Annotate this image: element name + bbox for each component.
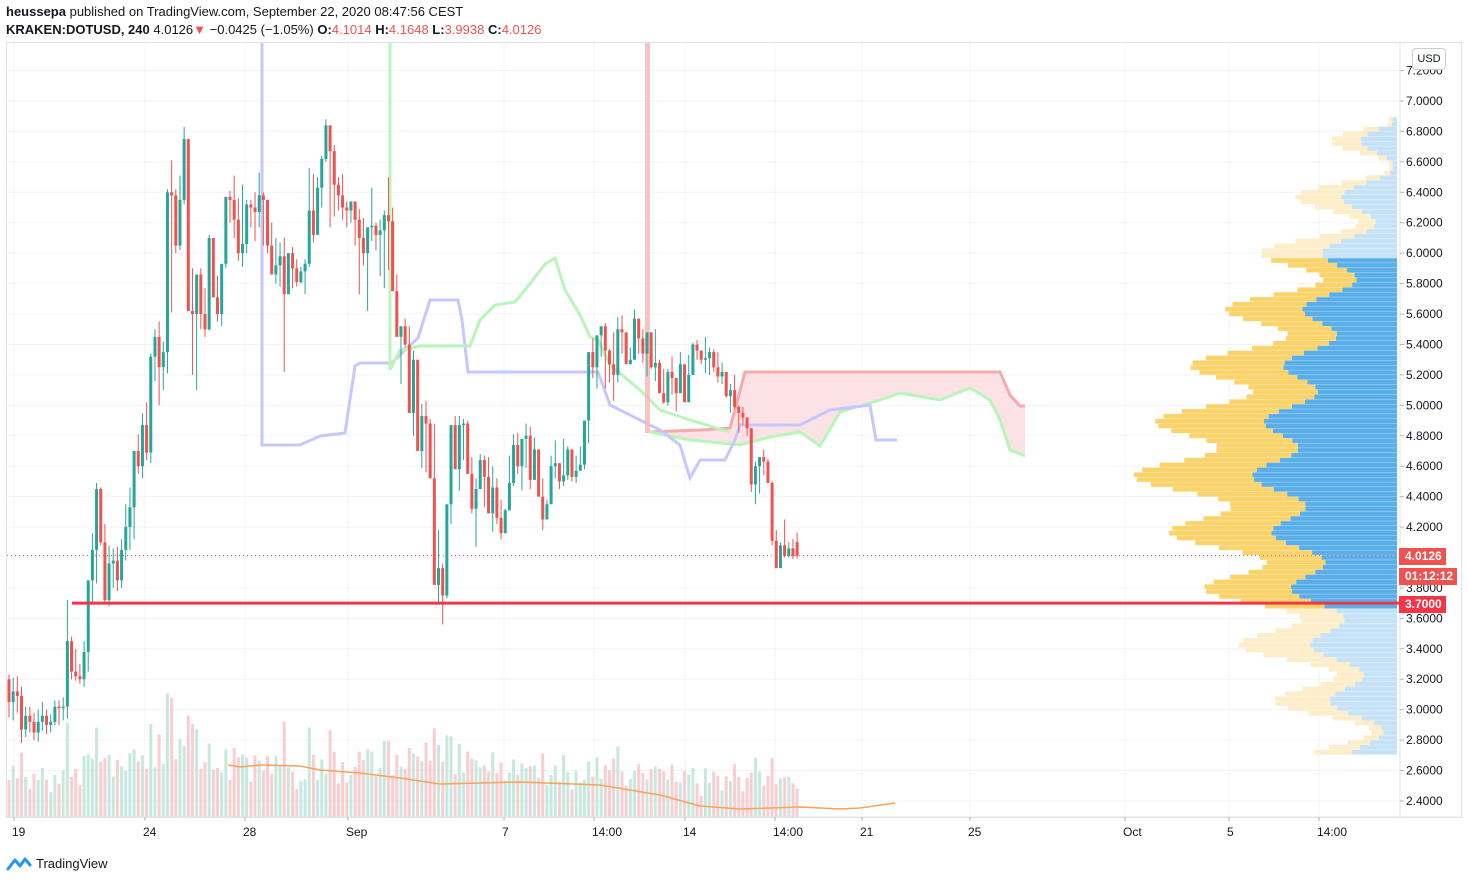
time-tick: 14:00 [592,825,622,839]
time-tick: 19 [12,825,26,839]
time-tick: 14:00 [773,825,803,839]
price-tick: 4.6000 [1406,459,1443,473]
last-price: 4.0126 [153,22,194,37]
price-tick: 2.6000 [1406,764,1443,778]
close-value: 4.0126 [501,22,542,37]
price-tick: 5.6000 [1406,307,1443,321]
countdown-tag: 01:12:12 [1399,568,1458,585]
time-tick: 28 [243,825,257,839]
price-tick: 2.8000 [1406,733,1443,747]
price-tick: 6.2000 [1406,216,1443,230]
price-tick: 4.2000 [1406,520,1443,534]
horizontal-levels[interactable] [7,555,1400,605]
symbol-label: KRAKEN:DOTUSD, 240 [6,22,150,37]
time-tick: Oct [1123,825,1142,839]
price-tick: 3.0000 [1406,703,1443,717]
time-tick: 25 [968,825,982,839]
price-tick: 3.2000 [1406,672,1443,686]
chart-header: heussepa published on TradingView.com, S… [6,3,541,39]
last-price-tag: 4.0126 [1399,548,1446,565]
volume-profile [1133,116,1397,755]
low-value: 3.9938 [444,22,485,37]
close-label: C: [487,22,502,37]
time-axis[interactable]: 19 24 28 Sep 7 14:00 14 14:00 21 25 Oct 5 14:00 [7,816,1461,839]
price-tick: 4.4000 [1406,490,1443,504]
author-name[interactable]: heussepa [6,4,66,19]
price-tick: 5.4000 [1406,337,1443,351]
time-tick: 14:00 [1317,825,1347,839]
currency-badge[interactable]: USD [1412,48,1446,70]
open-value: 4.1014 [331,22,372,37]
open-label: O: [317,22,332,37]
volume-bars [7,693,896,817]
symbol-line: KRAKEN:DOTUSD, 240 4.0126▼ −0.0425 (−1.0… [6,21,541,39]
price-tick: 3.6000 [1406,611,1443,625]
price-tick: 5.2000 [1406,368,1443,382]
tradingview-logo[interactable]: TradingView [6,855,108,871]
high-value: 4.1648 [388,22,429,37]
price-candles [7,119,799,744]
price-tick: 3.4000 [1406,642,1443,656]
price-axis[interactable]: 7.20007.00006.80006.60006.40006.20006.00… [1399,43,1443,817]
price-tick: 4.8000 [1406,429,1443,443]
brand-name: TradingView [36,855,108,871]
price-tick: 5.0000 [1406,398,1443,412]
price-tick: 2.4000 [1406,794,1443,808]
price-tick: 6.4000 [1406,185,1443,199]
time-tick: 5 [1227,825,1234,839]
price-tick: 6.0000 [1406,246,1443,260]
price-tick: 5.8000 [1406,277,1443,291]
ichimoku-cloud [260,43,1026,482]
level-price-tag: 3.7000 [1399,596,1446,613]
publish-line: heussepa published on TradingView.com, S… [6,3,541,21]
time-tick: Sep [346,825,368,839]
low-label: L: [432,22,445,37]
high-label: H: [375,22,389,37]
time-tick: 21 [860,825,874,839]
price-change: −0.0425 (−1.05%) [209,22,314,37]
tradingview-cloud-icon [6,857,32,871]
down-arrow-icon: ▼ [193,22,207,37]
price-tick: 7.0000 [1406,94,1443,108]
time-tick: 24 [143,825,157,839]
time-tick: 7 [502,825,509,839]
price-tick: 6.8000 [1406,124,1443,138]
price-tick: 6.6000 [1406,155,1443,169]
publish-info: published on TradingView.com, September … [65,4,464,19]
time-tick: 14 [683,825,697,839]
